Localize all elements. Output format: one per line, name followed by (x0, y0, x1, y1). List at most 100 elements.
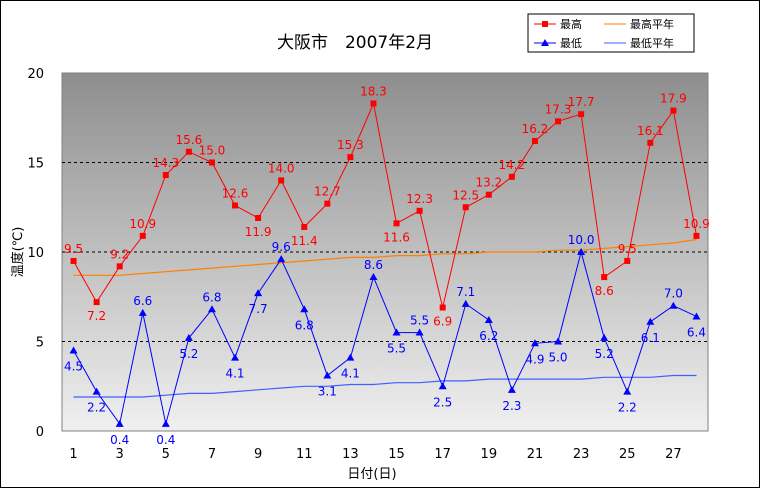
min-data-label: 5.2 (595, 347, 614, 361)
min-point (92, 387, 101, 395)
max-data-label: 17.3 (545, 102, 572, 116)
max-data-label: 16.1 (637, 124, 664, 138)
max-data-label: 18.3 (360, 84, 387, 98)
min-point (138, 308, 147, 316)
x-tick-label: 19 (481, 447, 498, 462)
y-axis-ticks: 0 5 10 15 20 (27, 67, 44, 440)
y-tick-label: 0 (36, 425, 44, 440)
max-point (601, 274, 608, 281)
max-data-label: 15.6 (176, 133, 203, 147)
max-point (70, 257, 77, 264)
min-data-label: 7.7 (249, 302, 268, 316)
max-point (693, 232, 700, 239)
max-data-label: 11.9 (245, 225, 272, 239)
x-tick-label: 15 (388, 447, 405, 462)
min-data-label: 2.2 (618, 401, 637, 415)
max-point (139, 232, 146, 239)
legend-min-label: 最低 (560, 37, 582, 50)
min-point (692, 312, 701, 320)
y-tick-label: 5 (36, 336, 44, 351)
min-point (161, 419, 170, 427)
series-layer (69, 100, 701, 427)
chart-title: 大阪市 2007年2月 (277, 33, 433, 53)
series-line-max (73, 101, 697, 308)
min-data-label: 2.3 (502, 399, 521, 413)
max-data-label: 12.7 (314, 185, 341, 199)
max-data-label: 15.3 (337, 138, 364, 152)
max-point (255, 214, 262, 221)
x-tick-label: 13 (342, 447, 359, 462)
min-point (415, 328, 424, 336)
max-point (555, 118, 562, 125)
legend-normal-max-label: 最高平年 (630, 17, 674, 31)
max-point (93, 299, 100, 306)
max-point (185, 148, 192, 155)
min-point (369, 273, 378, 281)
min-data-label: 6.6 (133, 294, 152, 308)
x-tick-label: 25 (619, 447, 636, 462)
x-tick-label: 27 (665, 447, 682, 462)
min-data-label: 5.5 (410, 314, 429, 328)
min-point (438, 382, 447, 390)
max-point (624, 257, 631, 264)
y-axis-title: 温度(℃) (10, 227, 26, 278)
max-data-label: 12.6 (222, 186, 249, 200)
min-point (115, 419, 124, 427)
min-data-label: 4.9 (525, 352, 544, 366)
min-data-label: 3.1 (318, 385, 337, 399)
max-point (162, 172, 169, 179)
min-point (461, 299, 470, 307)
max-data-label: 12.5 (452, 188, 479, 202)
min-data-label: 6.2 (479, 329, 498, 343)
max-point (301, 223, 308, 230)
min-point (646, 317, 655, 325)
min-point (577, 248, 586, 255)
max-data-label: 8.6 (595, 284, 614, 298)
min-data-label: 2.5 (433, 395, 452, 409)
x-tick-label: 5 (162, 447, 170, 462)
min-data-label: 4.1 (341, 367, 360, 381)
max-point (393, 220, 400, 227)
x-tick-label: 7 (208, 447, 216, 462)
min-data-label: 0.4 (156, 433, 175, 447)
max-point (347, 154, 354, 161)
legend-max-label: 最高 (560, 17, 582, 31)
max-point (416, 207, 423, 214)
max-point (531, 138, 538, 145)
min-data-label: 6.8 (202, 290, 221, 304)
x-tick-label: 21 (527, 447, 544, 462)
legend: 最高 最低 最高平年 最低平年 (527, 13, 695, 53)
max-point (485, 191, 492, 198)
min-data-label: 0.4 (110, 433, 129, 447)
series-line-min (73, 250, 697, 426)
x-tick-label: 9 (254, 447, 262, 462)
min-data-label: 6.1 (641, 331, 660, 345)
legend-min-marker (541, 39, 549, 46)
max-point (116, 263, 123, 270)
max-data-label: 16.2 (522, 122, 549, 136)
x-axis-title: 日付(日) (347, 467, 396, 482)
min-data-label: 8.6 (364, 258, 383, 272)
x-axis-ticks: 1 3 5 7 9 11 13 15 17 19 21 23 25 27 (69, 447, 681, 462)
min-point (623, 387, 632, 395)
min-point (530, 339, 539, 347)
max-data-label: 17.9 (660, 92, 687, 106)
min-point (600, 333, 609, 341)
min-point (300, 305, 309, 313)
max-data-label: 9.2 (110, 247, 129, 261)
min-point (392, 328, 401, 336)
min-point (323, 371, 332, 379)
data-labels-layer: 9.5 7.2 9.2 10.9 14.3 15.615.0 12.6 11.9 14.0 11.… (64, 84, 710, 446)
max-data-label: 10.9 (129, 217, 156, 231)
max-data-label: 10.9 (683, 217, 710, 231)
min-data-label: 7.1 (456, 285, 475, 299)
min-point (507, 385, 516, 393)
min-point (207, 305, 216, 313)
max-data-label: 6.9 (433, 314, 452, 328)
min-point (254, 289, 263, 297)
min-point (231, 353, 240, 361)
min-data-label: 5.2 (179, 347, 198, 361)
min-point (277, 255, 286, 263)
max-data-label: 9.5 (64, 242, 83, 256)
